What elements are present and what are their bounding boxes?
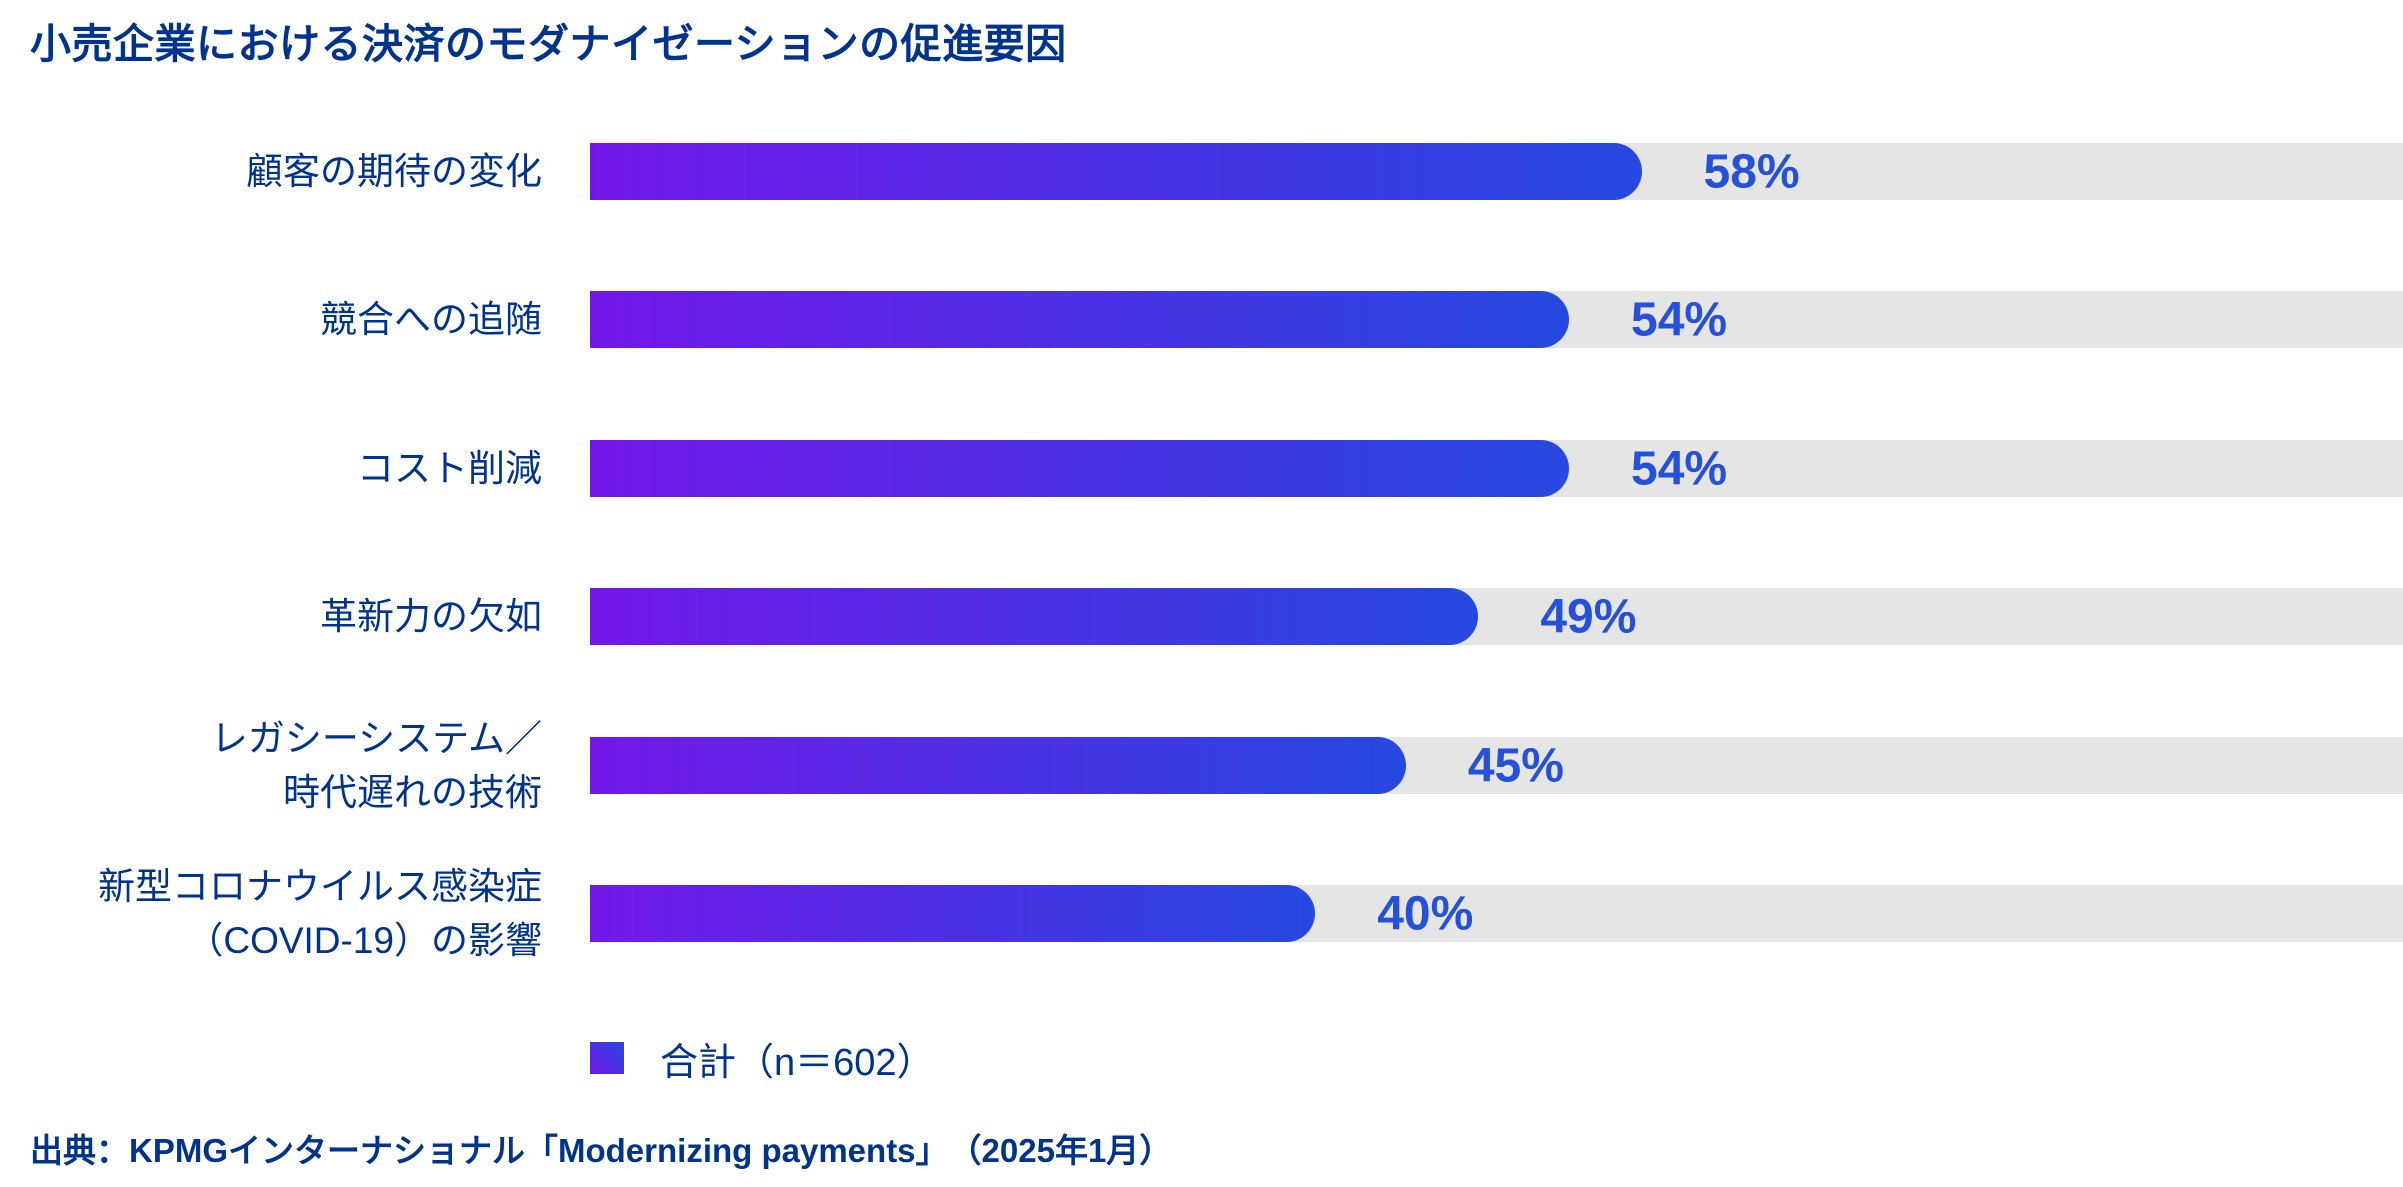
bar-row: 新型コロナウイルス感染症 （COVID-19）の影響 40% (0, 866, 2403, 961)
bar (590, 143, 1642, 200)
bar (590, 588, 1479, 645)
bar-row: 競合への追随 54% (0, 291, 2403, 348)
source-note: 出典：KPMGインターナショナル「Modernizing payments」 （… (30, 1132, 1173, 1169)
bar-track: 54% (590, 440, 2403, 497)
legend-label: 合計（n＝602） (660, 1041, 935, 1084)
category-label: 競合への追随 (320, 298, 542, 340)
bar-row: コスト削減 54% (0, 440, 2403, 497)
bar-track: 54% (590, 291, 2403, 348)
bar-row: 革新力の欠如 49% (0, 588, 2403, 645)
bar-track: 40% (590, 885, 2403, 942)
bar-track: 49% (590, 588, 2403, 645)
chart-title: 小売企業における決済のモダナイゼーションの促進要因 (30, 21, 1067, 67)
category-label: 新型コロナウイルス感染症 （COVID-19）の影響 (98, 865, 542, 961)
value-label: 54% (1631, 293, 1728, 346)
bar-row: 顧客の期待の変化 58% (0, 143, 2403, 200)
value-label: 54% (1631, 442, 1728, 495)
category-label: レガシーシステム／ 時代遅れの技術 (210, 717, 542, 813)
category-label: コスト削減 (357, 447, 542, 489)
bar (590, 737, 1406, 794)
bar (590, 291, 1570, 348)
bar-track: 58% (590, 143, 2403, 200)
bar (590, 440, 1570, 497)
value-label: 58% (1703, 145, 1800, 198)
bar-track: 45% (590, 737, 2403, 794)
bar (590, 885, 1316, 942)
bar-row: レガシーシステム／ 時代遅れの技術 45% (0, 718, 2403, 813)
legend: 合計（n＝602） (590, 1038, 935, 1084)
value-label: 49% (1540, 590, 1637, 643)
category-label: 顧客の期待の変化 (246, 150, 542, 192)
value-label: 45% (1467, 739, 1564, 792)
value-label: 40% (1377, 887, 1474, 940)
category-label: 革新力の欠如 (320, 595, 542, 637)
legend-swatch-icon (590, 1042, 624, 1074)
